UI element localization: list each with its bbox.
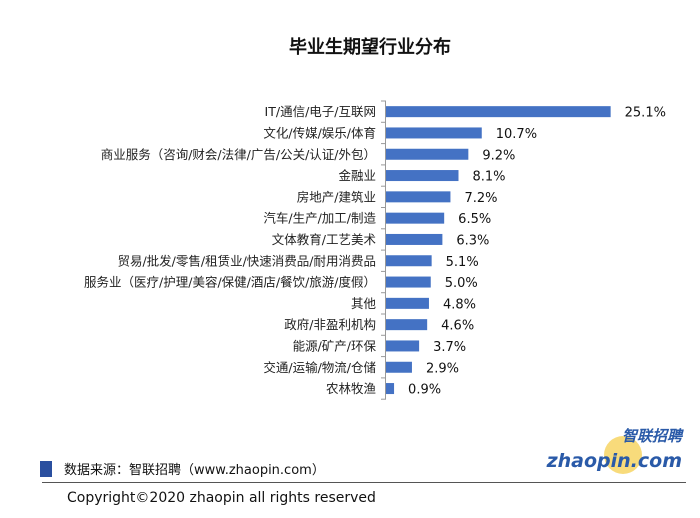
- value-label: 8.1%: [472, 170, 505, 185]
- category-label: 房地产/建筑业: [297, 189, 376, 204]
- value-label: 9.2%: [482, 148, 515, 163]
- value-label: 25.1%: [625, 106, 666, 121]
- value-label: 0.9%: [408, 383, 441, 398]
- source-text: 数据来源：智联招聘（www.zhaopin.com）: [64, 463, 325, 478]
- bar-chart: IT/通信/电子/互联网 25.1% 文化/传媒/娱乐/体育 10.7% 商业服务（咨询…: [84, 100, 666, 400]
- value-label: 6.5%: [458, 212, 491, 227]
- bar: [386, 297, 429, 309]
- category-label: 文体教育/工艺美术: [272, 232, 377, 247]
- bar: [386, 276, 431, 288]
- bar: [386, 127, 482, 139]
- divider: [42, 482, 686, 483]
- value-label: 2.9%: [426, 361, 459, 376]
- value-label: 10.7%: [496, 127, 537, 142]
- bar: [386, 233, 443, 245]
- bar: [386, 319, 428, 331]
- category-label: 其他: [351, 296, 377, 311]
- value-label: 3.7%: [433, 340, 466, 355]
- source-note: 数据来源：智联招聘（www.zhaopin.com）: [40, 459, 325, 478]
- legend-square-icon: [40, 460, 52, 477]
- category-label: 政府/非盈利机构: [284, 317, 376, 332]
- chart-title: 毕业生期望行业分布: [289, 37, 451, 58]
- category-label: 文化/传媒/娱乐/体育: [263, 125, 376, 140]
- value-label: 4.6%: [441, 319, 474, 334]
- category-label: 商业服务（咨询/财会/法律/广告/公关/认证/外包）: [101, 147, 376, 162]
- value-label: 5.0%: [445, 276, 478, 291]
- category-label: 贸易/批发/零售/租赁业/快速消费品/耐用消费品: [117, 253, 376, 268]
- value-label: 4.8%: [443, 297, 476, 312]
- zhaopin-logo: 智联招聘 zhaopin.com: [547, 427, 690, 478]
- logo-en: zhaopin.com: [546, 450, 682, 472]
- category-label: 金融业: [338, 168, 376, 183]
- bar: [386, 106, 611, 118]
- category-label: IT/通信/电子/互联网: [265, 104, 376, 119]
- copyright: Copyright©2020 zhaopin all rights reserv…: [67, 490, 376, 506]
- bar: [386, 255, 432, 267]
- value-label: 7.2%: [464, 191, 497, 206]
- category-label: 农林牧渔: [326, 381, 376, 396]
- bar: [386, 340, 420, 352]
- value-label: 5.1%: [446, 255, 479, 270]
- category-label: 交通/运输/物流/仓储: [263, 360, 376, 375]
- category-label: 服务业（医疗/护理/美容/保健/酒店/餐饮/旅游/度假）: [84, 275, 376, 290]
- bar: [386, 148, 469, 160]
- category-label: 汽车/生产/加工/制造: [263, 211, 376, 226]
- logo-cn: 智联招聘: [621, 427, 682, 445]
- value-label: 6.3%: [456, 233, 489, 248]
- bar: [386, 361, 412, 373]
- bar: [386, 191, 451, 203]
- bar: [386, 170, 459, 182]
- category-label: 能源/矿产/环保: [293, 338, 377, 353]
- logo-ball-icon: [604, 436, 642, 474]
- bar: [386, 212, 445, 224]
- bar: [386, 383, 395, 395]
